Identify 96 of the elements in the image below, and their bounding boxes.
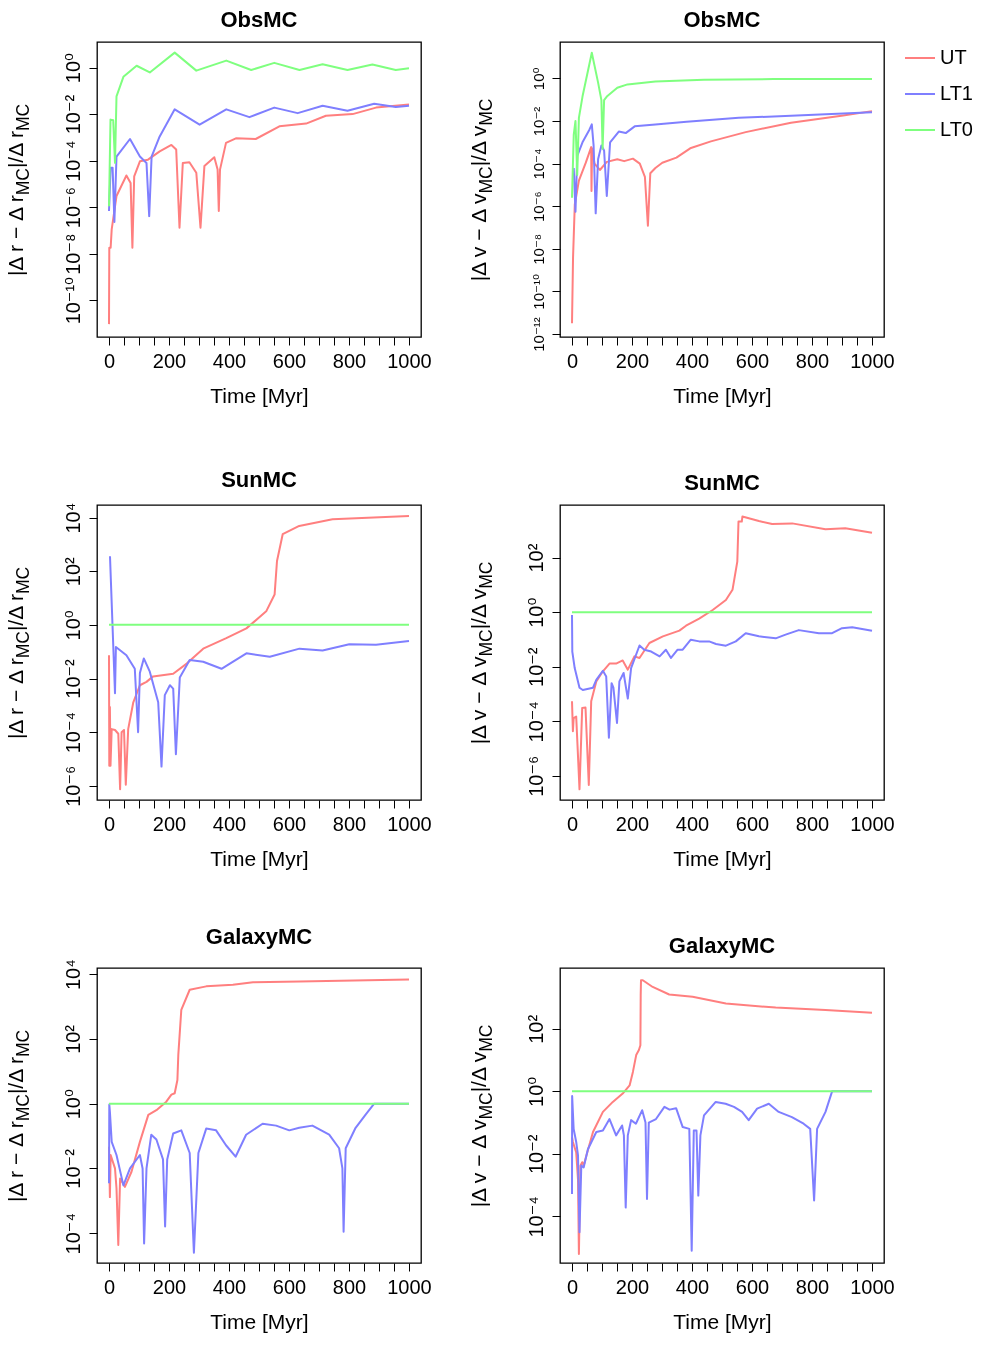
y-tick-label: 10⁻⁶ — [529, 191, 547, 223]
x-tick-label: 1000 — [850, 812, 895, 835]
line-series — [571, 613, 873, 739]
x-tick-label: 800 — [332, 349, 367, 372]
y-tick-label: 10⁰ — [61, 610, 84, 641]
x-tick-label: 0 — [566, 349, 579, 372]
y-tick-label: 10⁻⁴ — [61, 1212, 84, 1255]
y-tick-label: 10⁰ — [524, 1076, 547, 1107]
y-tick-label: 10⁻⁶ — [61, 765, 84, 807]
x-tick-label: 400 — [675, 349, 710, 372]
x-tick-label: 400 — [675, 812, 710, 835]
x-tick-label: 600 — [272, 1275, 307, 1298]
legend-label: UT — [940, 46, 967, 68]
y-tick-label: 10⁻⁸ — [529, 233, 547, 265]
y-tick-label: 10⁰ — [61, 52, 84, 84]
x-tick-label: 200 — [615, 349, 650, 372]
y-tick-label: 10² — [61, 556, 84, 587]
chart-title: ObsMC — [683, 7, 761, 32]
line-series — [571, 515, 873, 791]
y-tick-label: 10⁻² — [524, 1134, 547, 1175]
y-tick-label: 10⁴ — [61, 502, 84, 534]
x-tick-label: 1000 — [387, 349, 432, 372]
x-tick-label: 200 — [152, 349, 187, 372]
line-series — [572, 111, 873, 215]
x-axis-title: Time [Myr] — [673, 846, 772, 870]
x-tick-label: 600 — [272, 812, 307, 835]
y-tick-label: 10⁻⁴ — [61, 711, 84, 754]
y-tick-label: 10⁰ — [61, 1089, 84, 1120]
x-tick-label: 1000 — [850, 1275, 895, 1298]
line-series — [571, 110, 873, 325]
line-series — [108, 555, 410, 768]
y-tick-label: 10⁻⁴ — [524, 1196, 547, 1238]
y-tick-label: 10⁻⁴ — [524, 701, 547, 743]
y-tick-label: 10⁻⁴ — [529, 148, 547, 180]
y-tick-label: 10⁰ — [524, 597, 547, 628]
x-tick-label: 0 — [566, 1275, 579, 1298]
line-series — [108, 103, 410, 326]
x-tick-label: 800 — [332, 1275, 367, 1298]
x-tick-label: 800 — [332, 812, 367, 835]
line-series — [108, 102, 410, 223]
chart-title: GalaxyMC — [205, 923, 313, 949]
y-tick-label: 10⁻⁴ — [61, 140, 84, 182]
line-series — [108, 514, 410, 791]
legend-label: LT0 — [940, 118, 973, 140]
x-tick-label: 800 — [795, 349, 830, 372]
x-tick-label: 1000 — [387, 812, 432, 835]
x-tick-label: 0 — [103, 812, 116, 835]
x-tick-label: 400 — [212, 349, 247, 372]
y-tick-label: 10⁻² — [61, 94, 84, 135]
legend-label: LT1 — [940, 82, 973, 104]
x-tick-label: 1000 — [850, 349, 895, 372]
x-tick-label: 0 — [103, 1275, 116, 1298]
x-tick-label: 400 — [212, 1275, 247, 1298]
x-tick-label: 600 — [735, 349, 770, 372]
x-tick-label: 600 — [735, 812, 770, 835]
x-tick-label: 400 — [675, 1275, 710, 1298]
x-tick-label: 200 — [152, 1275, 187, 1298]
y-tick-label: 10⁻¹⁰ — [61, 276, 84, 325]
line-series — [571, 979, 873, 1256]
y-tick-label: 10⁴ — [61, 959, 84, 991]
y-tick-label: 10² — [524, 1014, 547, 1044]
x-tick-label: 0 — [566, 812, 579, 835]
x-tick-label: 600 — [272, 349, 307, 372]
y-tick-label: 10⁻² — [529, 106, 547, 137]
y-tick-label: 10² — [524, 543, 547, 573]
y-tick-label: 10⁻² — [61, 658, 84, 699]
x-axis-title: Time [Myr] — [210, 846, 309, 870]
x-axis-title: Time [Myr] — [673, 1309, 772, 1333]
x-axis-title: Time [Myr] — [210, 1309, 309, 1333]
y-tick-label: 10⁻⁸ — [61, 233, 84, 275]
x-tick-label: 400 — [212, 812, 247, 835]
chart-title: SunMC — [684, 470, 760, 495]
y-tick-label: 10⁻⁶ — [524, 755, 547, 797]
y-tick-label: 10⁻² — [524, 647, 547, 687]
line-series — [108, 978, 410, 1247]
chart-title: SunMC — [221, 467, 297, 493]
chart-title: ObsMC — [220, 7, 298, 32]
y-tick-label: 10⁻¹² — [529, 317, 547, 352]
line-series — [108, 51, 410, 208]
y-tick-label: 10⁻⁶ — [61, 187, 84, 229]
x-tick-label: 200 — [615, 1275, 650, 1298]
x-tick-label: 600 — [735, 1275, 770, 1298]
y-tick-label: 10⁰ — [529, 67, 547, 91]
x-axis-title: Time [Myr] — [673, 383, 772, 407]
y-tick-label: 10⁻¹⁰ — [529, 274, 547, 310]
line-series — [571, 51, 873, 199]
x-axis-title: Time [Myr] — [210, 383, 309, 407]
x-tick-label: 800 — [795, 1275, 830, 1298]
x-tick-label: 1000 — [387, 1275, 432, 1298]
x-tick-label: 200 — [615, 812, 650, 835]
y-tick-label: 10² — [61, 1024, 84, 1054]
y-tick-label: 10⁻² — [61, 1148, 84, 1189]
x-tick-label: 200 — [152, 812, 187, 835]
chart-title: GalaxyMC — [668, 933, 776, 958]
x-tick-label: 0 — [103, 349, 116, 372]
x-tick-label: 800 — [795, 812, 830, 835]
